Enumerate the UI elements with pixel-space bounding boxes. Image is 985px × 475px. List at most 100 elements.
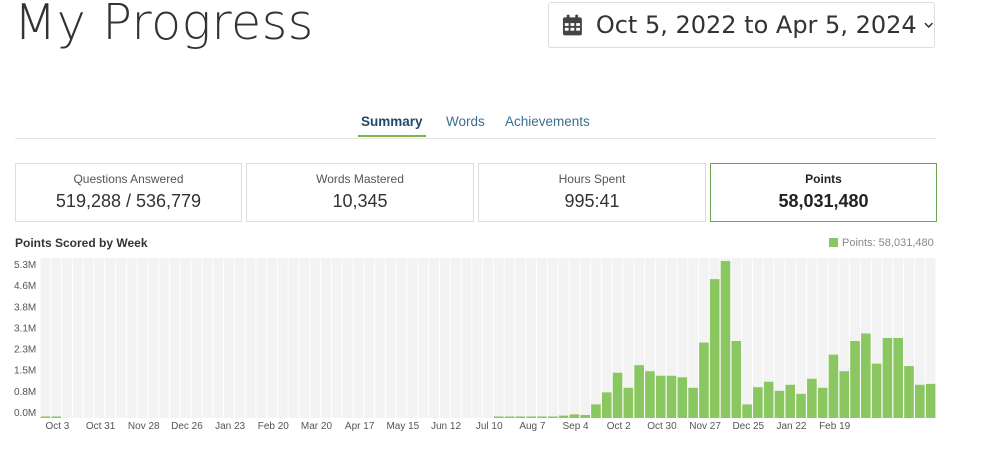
grid-column [839, 258, 850, 418]
bar[interactable] [504, 416, 515, 418]
grid-column [461, 258, 472, 418]
stat-card-points[interactable]: Points 58,031,480 [710, 163, 937, 222]
grid-column [116, 258, 126, 418]
bar[interactable] [817, 387, 828, 418]
bar[interactable] [677, 377, 688, 418]
bar[interactable] [709, 279, 720, 418]
grid-column [774, 258, 785, 418]
bar[interactable] [850, 341, 860, 418]
bar[interactable] [515, 416, 526, 418]
bar[interactable] [666, 375, 677, 418]
grid-column [623, 258, 634, 418]
stat-card-hours[interactable]: Hours Spent 995:41 [478, 163, 706, 222]
grid-column [483, 258, 493, 418]
bar[interactable] [828, 354, 839, 418]
x-tick-label: Jun 12 [431, 421, 461, 432]
stat-label: Points [805, 172, 842, 186]
grid-column [126, 258, 137, 418]
bar[interactable] [904, 366, 914, 418]
grid-column [742, 258, 752, 418]
x-tick-label: Jul 10 [476, 421, 503, 432]
grid-column [699, 258, 709, 418]
tab-achievements[interactable]: Achievements [505, 114, 590, 129]
bar[interactable] [688, 387, 698, 418]
bar[interactable] [537, 416, 547, 418]
grid-column [472, 258, 483, 418]
bar[interactable] [785, 384, 796, 418]
grid-column [191, 258, 202, 418]
page-title: My Progress [14, 0, 314, 51]
date-range-picker[interactable]: Oct 5, 2022 to Apr 5, 2024 [548, 2, 935, 48]
grid-column [364, 258, 375, 418]
bar[interactable] [645, 371, 655, 418]
stat-card-questions[interactable]: Questions Answered 519,288 / 536,779 [15, 163, 242, 222]
stat-label: Hours Spent [558, 172, 626, 186]
grid-column [288, 258, 299, 418]
bar[interactable] [871, 363, 882, 418]
x-tick-label: Feb 19 [819, 421, 851, 432]
grid-column [904, 258, 914, 418]
bar[interactable] [925, 383, 936, 418]
x-tick-label: Nov 27 [689, 421, 721, 432]
bar[interactable] [569, 414, 580, 418]
grid-column [850, 258, 860, 418]
bar[interactable] [893, 338, 904, 418]
grid-column [439, 258, 450, 418]
x-tick-label: May 15 [386, 421, 419, 432]
x-tick-label: Aug 7 [519, 421, 546, 432]
grid-column [515, 258, 526, 418]
x-tick-label: Apr 17 [345, 421, 375, 432]
grid-column [375, 258, 385, 418]
bar[interactable] [634, 365, 644, 418]
grid-column [224, 258, 234, 418]
bar[interactable] [807, 378, 817, 418]
grid-column [914, 258, 925, 418]
bar[interactable] [731, 341, 742, 418]
bar[interactable] [861, 333, 871, 418]
grid-column [321, 258, 331, 418]
bar[interactable] [547, 416, 558, 418]
bar[interactable] [699, 342, 709, 418]
bar[interactable] [40, 416, 51, 418]
bar[interactable] [796, 393, 806, 418]
bar[interactable] [720, 261, 731, 418]
bar[interactable] [915, 384, 925, 418]
grid-column [180, 258, 191, 418]
bar[interactable] [623, 387, 634, 418]
tab-summary[interactable]: Summary [358, 114, 426, 137]
bar[interactable] [763, 381, 774, 418]
bar[interactable] [526, 416, 536, 418]
bar[interactable] [655, 375, 666, 418]
grid-column [213, 258, 224, 418]
bar[interactable] [51, 416, 61, 418]
stat-card-words[interactable]: Words Mastered 10,345 [246, 163, 474, 222]
bar[interactable] [742, 404, 752, 418]
bar[interactable] [774, 390, 785, 418]
grid-column [342, 258, 353, 418]
stat-label: Questions Answered [73, 172, 184, 186]
grid-column [796, 258, 806, 418]
bar[interactable] [753, 387, 763, 418]
y-tick-label: 1.5M [14, 366, 36, 377]
x-tick-label: Nov 28 [128, 421, 160, 432]
stat-value: 10,345 [332, 191, 388, 211]
stat-value: 58,031,480 [778, 191, 869, 211]
legend-swatch [829, 238, 838, 247]
x-tick-label: Jan 22 [776, 421, 806, 432]
x-tick-label: Dec 26 [171, 421, 203, 432]
bar[interactable] [580, 414, 590, 418]
bar[interactable] [882, 338, 893, 418]
bar[interactable] [591, 404, 601, 418]
grid-column [72, 258, 83, 418]
bar[interactable] [839, 371, 850, 418]
bar[interactable] [558, 415, 569, 418]
stat-value: 519,288 / 536,779 [55, 191, 202, 211]
bar[interactable] [493, 416, 504, 418]
bar[interactable] [601, 392, 612, 418]
bar[interactable] [612, 372, 623, 418]
grid-column [925, 258, 936, 418]
date-range-text: Oct 5, 2022 to Apr 5, 2024 [595, 11, 917, 39]
tab-words[interactable]: Words [446, 114, 485, 129]
x-tick-label: Mar 20 [301, 421, 333, 432]
grid-column [785, 258, 796, 418]
